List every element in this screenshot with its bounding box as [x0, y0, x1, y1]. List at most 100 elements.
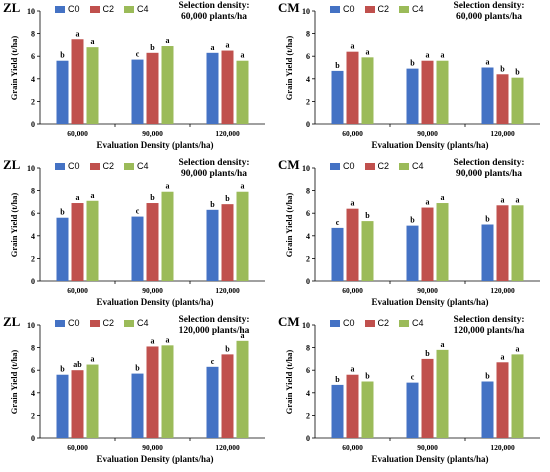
legend: C0 C2 C4 [330, 318, 424, 328]
x-tick-label: 90,000 [417, 129, 438, 138]
selection-density-title: Selection density: 120,000 plants/ha [159, 315, 269, 337]
bar-c4 [511, 205, 524, 281]
legend-swatch [330, 162, 340, 170]
significance-letter: b [225, 194, 230, 203]
legend-label: C0 [68, 4, 80, 14]
significance-letter: a [516, 344, 520, 353]
x-tick-label: 60,000 [67, 286, 88, 295]
bar-c0 [56, 374, 69, 438]
legend-swatch [124, 319, 135, 327]
y-tick-label: 0 [31, 434, 35, 443]
y-tick-label: 4 [31, 75, 35, 84]
significance-letter: a [166, 182, 170, 191]
panel-label: CM [278, 0, 300, 15]
legend-item: C2 [364, 318, 389, 328]
x-axis-title: Evaluation Density (plants/ha) [371, 297, 489, 307]
selection-density-line: 120,000 plants/ha [453, 326, 525, 336]
y-tick-label: 8 [306, 30, 310, 39]
significance-letter: b [335, 375, 340, 384]
legend-item: C2 [89, 161, 114, 171]
y-tick-label: 8 [306, 344, 310, 353]
legend-swatch [89, 5, 100, 13]
significance-letter: a [151, 336, 155, 345]
bar-c4 [236, 340, 249, 438]
significance-letter: a [426, 198, 430, 207]
legend: C0 C2 C4 [55, 161, 149, 171]
bar-c0 [206, 209, 219, 281]
selection-density-line: 120,000 plants/ha [178, 326, 250, 336]
bar-c2 [221, 354, 234, 438]
y-tick-label: 6 [31, 209, 35, 218]
x-tick-label: 120,000 [490, 443, 515, 452]
y-tick-label: 0 [306, 434, 310, 443]
y-tick-label: 6 [306, 366, 310, 375]
bar-c0 [331, 384, 344, 438]
chart-panel: 0 2 4 6 8 10 60,000 b a a 90,000 b a a 120,000 a b b CM C0 C… [275, 0, 550, 157]
significance-letter: b [425, 349, 430, 358]
selection-density-title: Selection density: 120,000 plants/ha [434, 315, 544, 337]
selection-density-line: Selection density: [178, 315, 250, 325]
bar-c2 [146, 52, 159, 125]
significance-letter: b [365, 372, 370, 381]
x-axis-title: Evaluation Density (plants/ha) [371, 454, 489, 464]
bar-c4 [161, 345, 174, 438]
y-tick-label: 6 [306, 52, 310, 61]
bar-c0 [206, 366, 219, 438]
legend-label: C2 [102, 318, 115, 328]
legend-item: C4 [399, 161, 424, 171]
legend-label: C4 [137, 161, 149, 171]
legend-label: C4 [137, 4, 149, 14]
significance-letter: a [211, 43, 215, 52]
legend-label: C4 [412, 318, 424, 328]
selection-density-title: Selection density: 60,000 plants/ha [434, 1, 544, 23]
bar-c2 [421, 207, 434, 281]
y-tick-label: 8 [31, 187, 35, 196]
legend-swatch [399, 5, 410, 13]
significance-letter: a [76, 193, 80, 202]
significance-letter: b [365, 211, 370, 220]
legend-label: C2 [377, 161, 390, 171]
legend-swatch [55, 162, 65, 170]
bar-c0 [406, 382, 419, 438]
significance-letter: a [351, 42, 355, 51]
bar-c0 [56, 60, 69, 124]
y-tick-label: 10 [27, 7, 35, 16]
legend-item: C4 [124, 4, 149, 14]
panel-label: ZL [3, 157, 21, 172]
significance-letter: a [351, 199, 355, 208]
bar-c4 [86, 364, 99, 438]
selection-density-title: Selection density: 90,000 plants/ha [434, 158, 544, 180]
bar-c4 [511, 354, 524, 438]
bar-c2 [421, 358, 434, 438]
significance-letter: c [336, 218, 340, 227]
y-tick-label: 8 [31, 344, 35, 353]
bar-c0 [131, 216, 144, 281]
legend-label: C0 [343, 4, 355, 14]
chart-panel: 0 2 4 6 8 10 60,000 b a a 90,000 c b a 120,000 a a a ZL C0 C… [0, 0, 275, 157]
significance-letter: a [501, 195, 505, 204]
x-axis-title: Evaluation Density (plants/ha) [96, 140, 214, 150]
legend-swatch [364, 162, 375, 170]
bar-c2 [346, 374, 359, 438]
bar-c2 [421, 60, 434, 124]
legend-swatch [55, 5, 65, 13]
chart-svg: 0 2 4 6 8 10 60,000 b a b 90,000 c b a 120,000 b a a [302, 321, 540, 452]
legend-item: C2 [89, 4, 114, 14]
bar-c4 [511, 77, 524, 124]
y-tick-label: 2 [31, 97, 35, 106]
y-tick-label: 4 [306, 389, 310, 398]
selection-density-title: Selection density: 90,000 plants/ha [159, 158, 269, 180]
bar-c4 [236, 191, 249, 281]
bar-c2 [146, 346, 159, 438]
bar-c0 [206, 52, 219, 125]
legend-swatch [330, 319, 340, 327]
bar-c2 [71, 203, 84, 281]
y-tick-label: 6 [31, 366, 35, 375]
x-tick-label: 90,000 [142, 443, 163, 452]
chart-panel: 0 2 4 6 8 10 60,000 b ab a 90,000 b a a 120,000 c b a ZL C0… [0, 314, 275, 471]
y-tick-label: 6 [31, 52, 35, 61]
chart-svg: 0 2 4 6 8 10 60,000 b a a 90,000 c b a 120,000 a a a [27, 7, 265, 138]
bar-c2 [71, 370, 84, 438]
legend-label: C2 [377, 4, 390, 14]
